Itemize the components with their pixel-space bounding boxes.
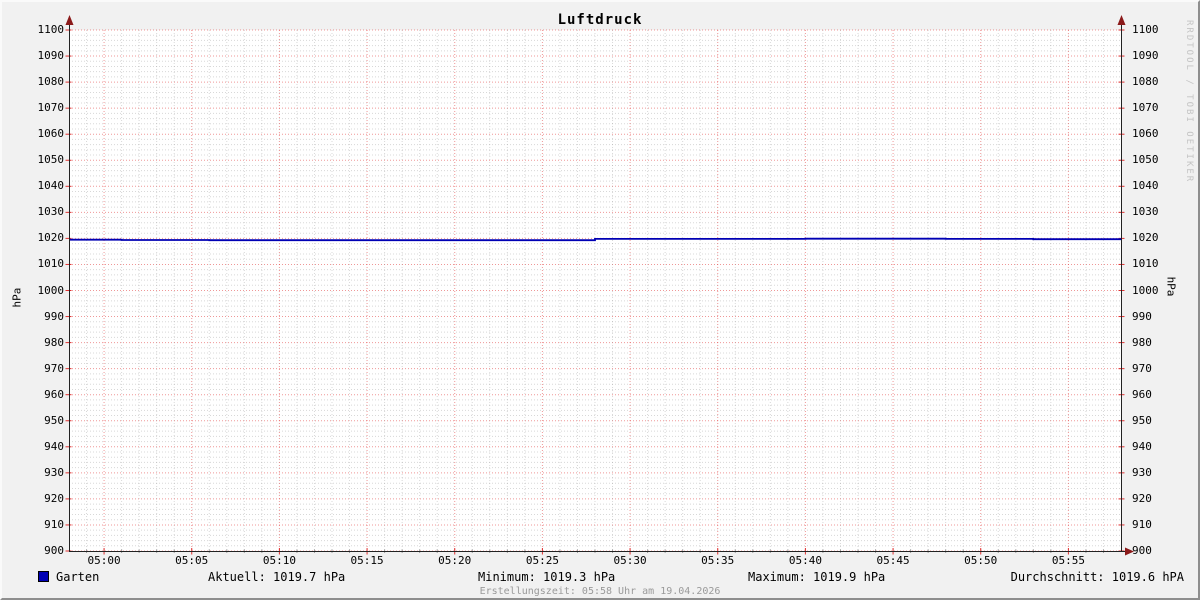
legend-minimum: Minimum: 1019.3 hPa — [478, 570, 616, 584]
y-tick-label: 1070 — [1132, 101, 1159, 115]
y-tick-label: 910 — [44, 517, 64, 531]
legend-durchschnitt: Durchschnitt: 1019.6 hPA — [1010, 570, 1184, 584]
y-tick-label: 1070 — [37, 101, 65, 115]
y-tick-label: 950 — [1132, 413, 1152, 427]
y-tick-label: 1040 — [1132, 179, 1159, 193]
y-tick-label: 1050 — [1132, 153, 1159, 167]
y-tick-label: 1030 — [37, 205, 65, 219]
legend-series-label: Garten — [56, 570, 100, 584]
y-tick-label: 1050 — [37, 153, 65, 167]
chart-title: Luftdruck — [557, 12, 643, 28]
x-tick-label: 05:35 — [701, 554, 735, 567]
y-axis-title-left: hPa — [10, 287, 24, 308]
y-tick-label: 920 — [1132, 491, 1152, 505]
y-tick-label: 970 — [44, 361, 64, 375]
y-tick-label: 1060 — [1132, 127, 1159, 141]
y-tick-label: 980 — [44, 335, 64, 349]
y-tick-label: 1080 — [37, 75, 65, 89]
y-tick-label: 1020 — [1132, 231, 1159, 245]
y-tick-label: 1020 — [37, 231, 65, 245]
creation-timestamp: Erstellungszeit: 05:58 Uhr am 19.04.2026 — [479, 586, 721, 597]
x-tick-label: 05:25 — [525, 554, 559, 567]
y-tick-label: 1100 — [1132, 23, 1159, 36]
y-tick-label: 900 — [1132, 544, 1152, 557]
y-tick-label: 1010 — [1132, 257, 1159, 271]
y-tick-label: 1010 — [37, 257, 65, 271]
y-tick-label: 1090 — [1132, 49, 1159, 63]
x-tick-label: 05:15 — [350, 554, 384, 567]
legend-maximum: Maximum: 1019.9 hPa — [748, 570, 886, 584]
y-tick-label: 1100 — [37, 23, 65, 36]
y-tick-label: 990 — [44, 309, 64, 323]
y-tick-label: 970 — [1132, 361, 1152, 375]
legend: Garten Aktuell: 1019.7 hPa Minimum: 1019… — [2, 570, 1198, 584]
y-tick-label: 950 — [44, 413, 64, 427]
x-tick-label: 05:40 — [788, 554, 822, 567]
series-color-swatch — [38, 571, 49, 582]
y-tick-label: 900 — [44, 544, 64, 557]
y-tick-label: 940 — [44, 439, 64, 453]
x-tick-label: 05:50 — [964, 554, 998, 567]
legend-aktuell: Aktuell: 1019.7 hPa — [208, 570, 346, 584]
y-tick-label: 1060 — [37, 127, 65, 141]
y-tick-label: 960 — [1132, 387, 1152, 401]
y-tick-label: 980 — [1132, 335, 1152, 349]
y-tick-label: 960 — [44, 387, 64, 401]
rrdtool-watermark: RRDTOOL / TOBI OETIKER — [1184, 20, 1194, 184]
y-axis-title-right: hPa — [1164, 276, 1178, 297]
x-tick-label: 05:00 — [87, 554, 121, 567]
y-tick-label: 1080 — [1132, 75, 1159, 89]
x-tick-label: 05:55 — [1051, 554, 1085, 567]
y-tick-label: 1030 — [1132, 205, 1159, 219]
y-tick-label: 1000 — [37, 283, 65, 297]
y-tick-label: 990 — [1132, 309, 1152, 323]
x-tick-label: 05:20 — [438, 554, 472, 567]
y-tick-label: 930 — [1132, 465, 1152, 479]
y-tick-label: 1040 — [37, 179, 65, 193]
y-tick-label: 920 — [44, 491, 64, 505]
x-tick-label: 05:45 — [876, 554, 910, 567]
x-tick-label: 05:05 — [175, 554, 209, 567]
y-tick-label: 1000 — [1132, 283, 1159, 297]
x-tick-label: 05:30 — [613, 554, 647, 567]
y-tick-label: 930 — [44, 465, 64, 479]
x-tick-label: 05:10 — [262, 554, 296, 567]
y-tick-label: 910 — [1132, 517, 1152, 531]
y-tick-label: 940 — [1132, 439, 1152, 453]
y-tick-label: 1090 — [37, 49, 65, 63]
